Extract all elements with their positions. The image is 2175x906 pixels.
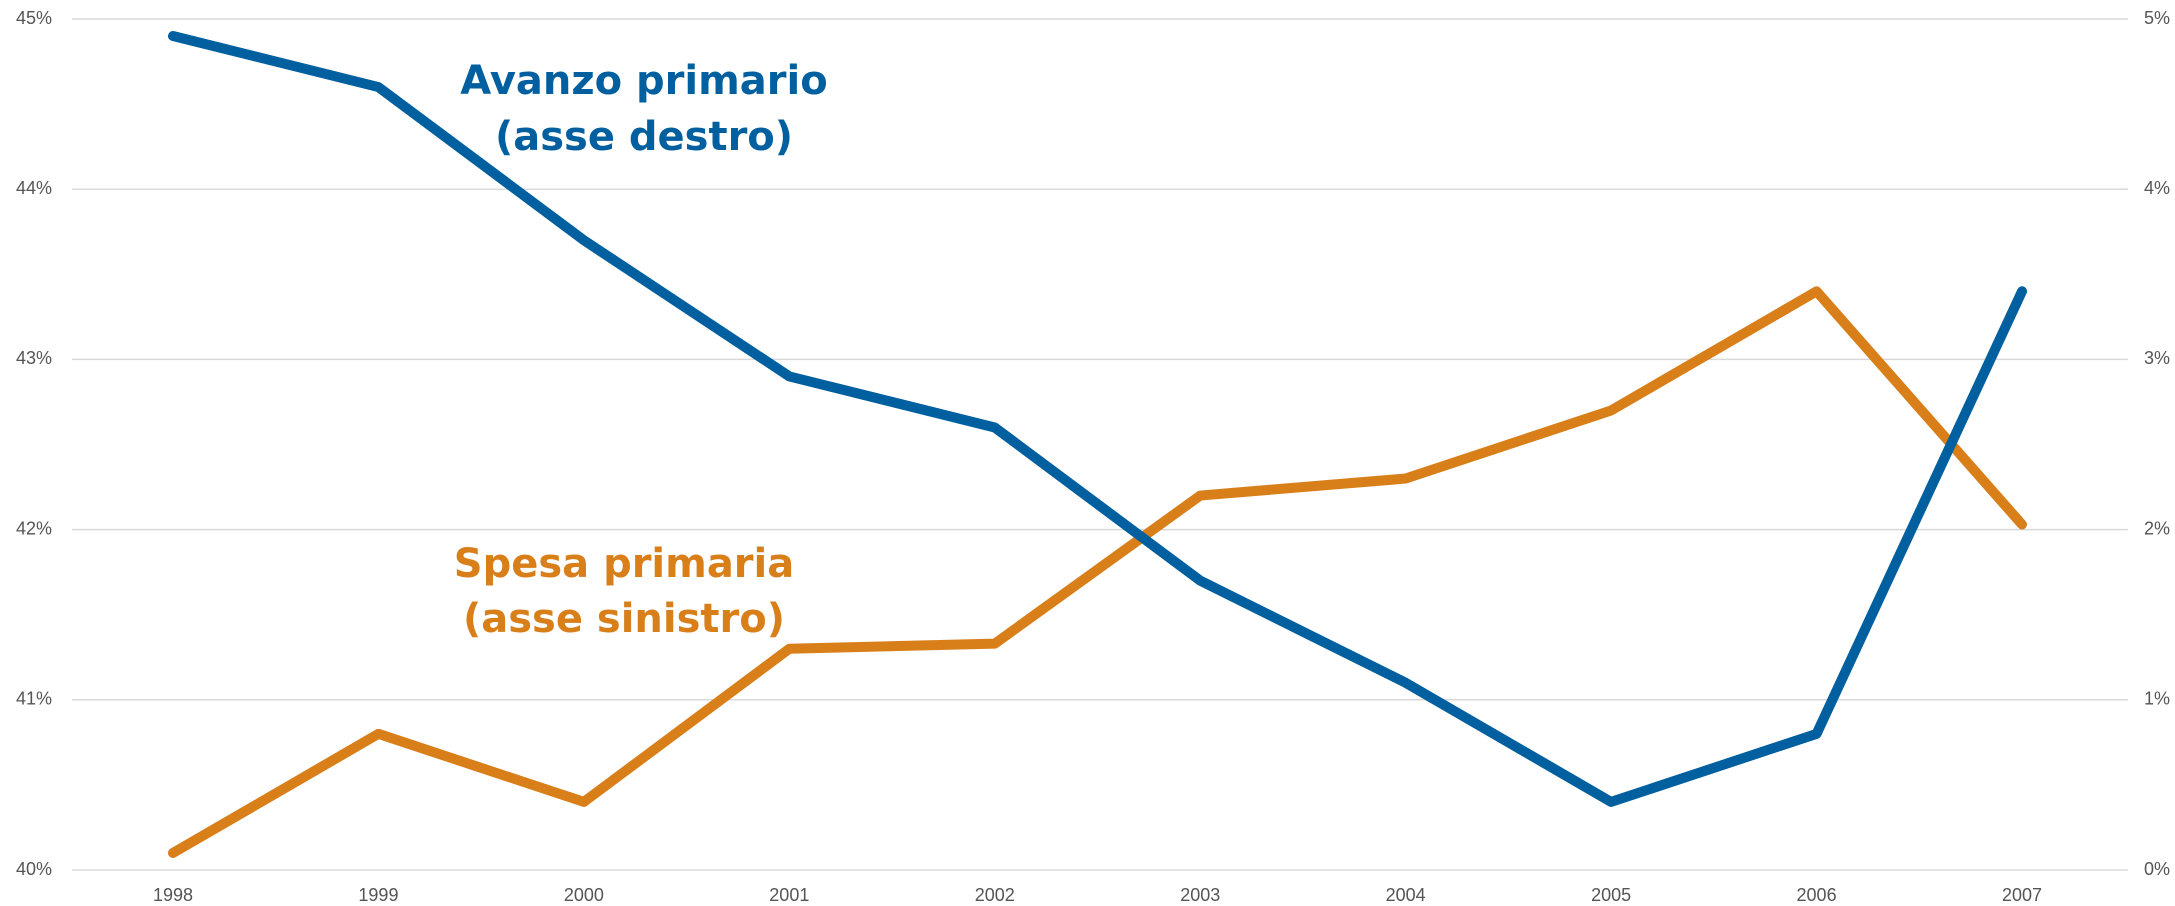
x-tick-label: 2007 xyxy=(2002,885,2042,905)
y2-tick-label: 2% xyxy=(2144,518,2170,538)
y2-tick-label: 4% xyxy=(2144,178,2170,198)
x-tick-label: 2002 xyxy=(975,885,1015,905)
x-tick-label: 1998 xyxy=(153,885,193,905)
y-tick-label: 45% xyxy=(16,8,52,28)
series-axis-note: (asse destro) xyxy=(495,114,793,160)
series-label: Avanzo primario xyxy=(460,58,827,104)
data-line xyxy=(168,286,2027,858)
y2-tick-label: 1% xyxy=(2144,689,2170,709)
x-tick-label: 2006 xyxy=(1797,885,1837,905)
series-axis-note: (asse sinistro) xyxy=(463,596,785,642)
y2-tick-label: 0% xyxy=(2144,859,2170,879)
x-tick-label: 2000 xyxy=(564,885,604,905)
x-tick-label: 2005 xyxy=(1591,885,1631,905)
y2-tick-label: 3% xyxy=(2144,348,2170,368)
y-tick-label: 43% xyxy=(16,348,52,368)
series-label: Spesa primaria xyxy=(454,541,794,587)
y-tick-label: 44% xyxy=(16,178,52,198)
y2-tick-label: 5% xyxy=(2144,8,2170,28)
x-tick-label: 2003 xyxy=(1180,885,1220,905)
x-tick-label: 1999 xyxy=(358,885,398,905)
y-tick-label: 41% xyxy=(16,689,52,709)
x-tick-label: 2001 xyxy=(769,885,809,905)
x-tick-label: 2004 xyxy=(1386,885,1426,905)
y-tick-label: 42% xyxy=(16,518,52,538)
data-line xyxy=(168,31,2027,807)
y-tick-label: 40% xyxy=(16,859,52,879)
